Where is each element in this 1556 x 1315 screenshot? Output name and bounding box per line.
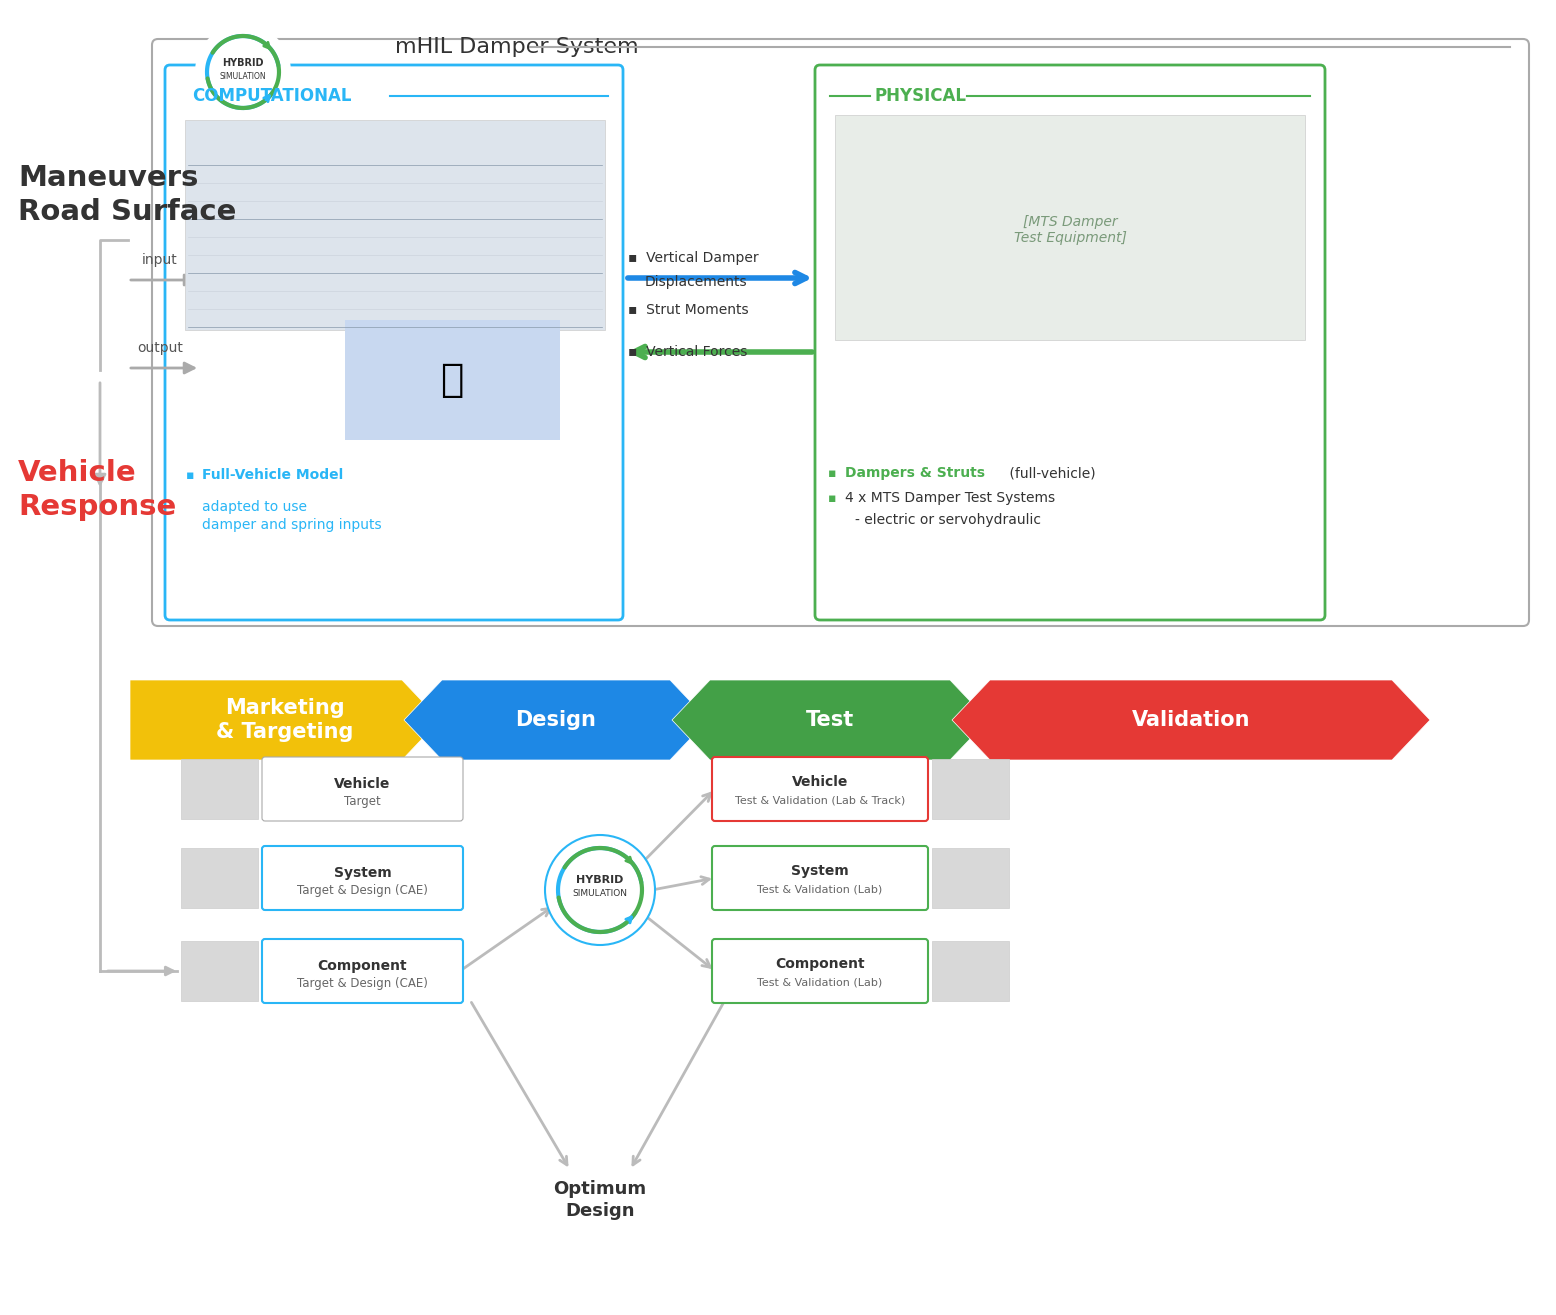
FancyBboxPatch shape [261, 846, 464, 910]
FancyBboxPatch shape [713, 939, 927, 1003]
Text: 4 x MTS Damper Test Systems: 4 x MTS Damper Test Systems [845, 490, 1055, 505]
Text: Displacements: Displacements [646, 275, 747, 289]
Text: Marketing
& Targeting: Marketing & Targeting [216, 698, 353, 742]
Text: Target & Design (CAE): Target & Design (CAE) [297, 977, 428, 990]
FancyBboxPatch shape [152, 39, 1530, 626]
Text: HYBRID: HYBRID [576, 874, 624, 885]
Polygon shape [952, 680, 1430, 760]
Text: Full-Vehicle Model: Full-Vehicle Model [202, 468, 344, 483]
FancyBboxPatch shape [261, 939, 464, 1003]
FancyBboxPatch shape [345, 320, 560, 441]
Text: Vehicle: Vehicle [335, 777, 391, 792]
Text: Test & Validation (Lab): Test & Validation (Lab) [758, 885, 882, 894]
Polygon shape [131, 680, 440, 760]
Polygon shape [405, 680, 708, 760]
Text: output: output [137, 341, 184, 355]
FancyBboxPatch shape [836, 114, 1305, 341]
Text: Test & Validation (Lab): Test & Validation (Lab) [758, 977, 882, 988]
Text: HYBRID: HYBRID [223, 58, 265, 68]
Text: ▪  Vertical Damper: ▪ Vertical Damper [629, 251, 759, 266]
Text: COMPUTATIONAL: COMPUTATIONAL [191, 87, 352, 105]
Text: System: System [790, 864, 850, 878]
FancyBboxPatch shape [180, 848, 258, 907]
FancyBboxPatch shape [713, 757, 927, 821]
Text: Dampers & Struts: Dampers & Struts [845, 466, 985, 480]
Text: 🚗: 🚗 [440, 362, 464, 398]
Text: PHYSICAL: PHYSICAL [874, 87, 966, 105]
Text: Vehicle: Vehicle [792, 775, 848, 789]
Text: mHIL Damper System: mHIL Damper System [395, 37, 638, 57]
Text: Optimum
Design: Optimum Design [554, 1180, 647, 1220]
Text: SIMULATION: SIMULATION [573, 889, 627, 898]
FancyBboxPatch shape [932, 759, 1008, 819]
Text: Component: Component [775, 957, 865, 970]
Text: Design: Design [515, 710, 596, 730]
FancyBboxPatch shape [180, 759, 258, 819]
Text: Target & Design (CAE): Target & Design (CAE) [297, 884, 428, 897]
Text: ▪: ▪ [828, 492, 837, 505]
FancyBboxPatch shape [713, 846, 927, 910]
Text: Vehicle
Response: Vehicle Response [19, 459, 176, 521]
Circle shape [194, 24, 291, 120]
Text: - electric or servohydraulic: - electric or servohydraulic [854, 513, 1041, 527]
Text: Target: Target [344, 796, 381, 809]
Text: ▪  Vertical Forces: ▪ Vertical Forces [629, 345, 747, 359]
Text: adapted to use
damper and spring inputs: adapted to use damper and spring inputs [202, 500, 381, 533]
FancyBboxPatch shape [815, 64, 1326, 619]
FancyBboxPatch shape [180, 942, 258, 1001]
Text: [MTS Damper
Test Equipment]: [MTS Damper Test Equipment] [1013, 214, 1127, 245]
FancyBboxPatch shape [185, 120, 605, 330]
Text: input: input [142, 252, 177, 267]
FancyBboxPatch shape [261, 757, 464, 821]
Text: Validation: Validation [1131, 710, 1251, 730]
Text: ▪  Strut Moments: ▪ Strut Moments [629, 302, 748, 317]
Text: System: System [333, 867, 392, 880]
Text: Maneuvers
Road Surface: Maneuvers Road Surface [19, 163, 237, 226]
Circle shape [545, 835, 655, 945]
Text: (full-vehicle): (full-vehicle) [1005, 466, 1095, 480]
Text: Test & Validation (Lab & Track): Test & Validation (Lab & Track) [734, 796, 906, 806]
Text: ▪: ▪ [187, 468, 194, 481]
Text: Component: Component [317, 960, 408, 973]
Polygon shape [672, 680, 988, 760]
FancyBboxPatch shape [932, 942, 1008, 1001]
FancyBboxPatch shape [165, 64, 622, 619]
FancyBboxPatch shape [932, 848, 1008, 907]
Text: ▪: ▪ [828, 467, 837, 480]
Text: SIMULATION: SIMULATION [219, 71, 266, 80]
Text: Test: Test [806, 710, 854, 730]
